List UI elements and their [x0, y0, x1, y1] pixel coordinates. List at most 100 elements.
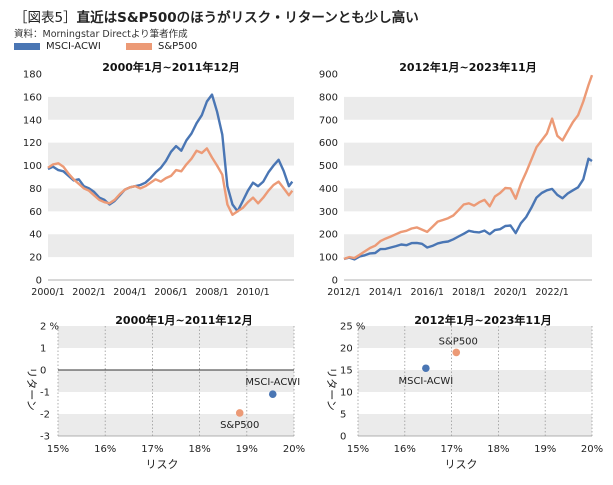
x-tick-label: 17% [440, 444, 462, 455]
legend-item-msci-acwi: MSCI-ACWI [14, 41, 101, 52]
source-note: 資料：Morningstar Directより筆者作成 [14, 29, 188, 40]
x-tick-label: 2006/1 [154, 287, 187, 298]
scatter-point-s-p500 [452, 348, 461, 357]
y-tick-label: -2 [40, 410, 50, 421]
y-tick-label: 100 [23, 161, 42, 172]
x-tick-label: 16% [394, 444, 416, 455]
series-line-s-p500 [47, 147, 294, 217]
y-tick-label: 0 [40, 366, 46, 377]
x-tick-label: 19% [534, 444, 556, 455]
y-tick-label: 10 [340, 388, 353, 399]
y-tick-label: 600 [319, 138, 338, 149]
y-tick-label: 400 [319, 184, 338, 195]
y-tick-label: 200 [319, 230, 338, 241]
legend-swatch-msci-acwi [14, 43, 40, 50]
grid-band [48, 234, 294, 258]
x-tick-label: 16% [94, 444, 116, 455]
y-tick-label: 20 [29, 253, 42, 264]
scatter-point-msci-acwi [422, 364, 430, 373]
y-tick-label: 900 [319, 70, 338, 81]
chart-title: 2000年1月~2011年12月 [102, 60, 239, 74]
legend-label-sp500: S&P500 [157, 41, 198, 52]
x-tick-label: 2004/1 [113, 287, 146, 298]
chart-title: 2012年1月~2023年11月 [414, 313, 551, 327]
x-axis-label: リスク [445, 458, 478, 471]
x-tick-label: 17% [141, 444, 163, 455]
x-tick-label: 2000/1 [31, 287, 64, 298]
y-tick-label: 700 [319, 115, 338, 126]
x-tick-label: 2008/1 [195, 287, 228, 298]
y-tick-label: 500 [319, 161, 338, 172]
grid-band [344, 234, 592, 258]
x-tick-label: 18% [487, 444, 509, 455]
series-line-s-p500 [343, 74, 594, 261]
scatter-point-msci-acwi [268, 390, 277, 399]
x-tick-label: 2012/1 [327, 287, 360, 298]
y-tick-label: 80 [29, 184, 42, 195]
x-tick-label: 2010/1 [236, 287, 269, 298]
x-tick-label: 2016/1 [411, 287, 444, 298]
y-tick-label: 20 [340, 344, 353, 355]
grid-band [358, 414, 592, 436]
chart-title: 2000年1月~2011年12月 [115, 313, 252, 327]
y-tick-label: 0 [36, 276, 42, 287]
grid-band [48, 96, 294, 120]
grid-band [58, 370, 294, 392]
x-tick-label: 15% [347, 444, 369, 455]
x-tick-label: 2020/1 [494, 287, 527, 298]
figure-title-text: 直近はS&P500のほうがリスク・リターンとも少し高い [76, 10, 419, 26]
y-tick-label: 25 % [340, 322, 365, 333]
grid-band [344, 96, 592, 120]
grid-band [58, 414, 294, 436]
y-tick-label: 300 [319, 207, 338, 218]
grid-band [58, 326, 294, 348]
legend-swatch-sp500 [125, 43, 152, 50]
grid-band [344, 188, 592, 212]
point-label-msci-acwi: MSCI-ACWI [398, 376, 453, 387]
y-tick-label: 0 [332, 276, 338, 287]
chart-title: 2012年1月~2023年11月 [399, 60, 536, 74]
series-line-msci-acwi [47, 93, 294, 213]
x-tick-label: 20% [283, 444, 305, 455]
scatter-point-s-p500 [235, 409, 244, 417]
x-tick-label: 2018/1 [452, 287, 485, 298]
legend: MSCI-ACWI S&P500 [14, 41, 219, 53]
y-tick-label: 5 [340, 410, 346, 421]
x-tick-label: 2014/1 [369, 287, 402, 298]
grid-band [358, 326, 592, 348]
y-tick-label: 60 [29, 207, 42, 218]
x-tick-label: 19% [236, 444, 258, 455]
y-tick-label: 160 [23, 92, 42, 103]
x-axis-label: リスク [146, 458, 179, 471]
y-tick-label: 180 [23, 70, 42, 81]
figure-tag: ［図表5］ [14, 10, 77, 26]
y-tick-label: 100 [319, 253, 338, 264]
x-tick-label: 15% [47, 444, 69, 455]
y-tick-label: -1 [40, 388, 50, 399]
x-tick-label: 2002/1 [72, 287, 105, 298]
legend-item-sp500: S&P500 [125, 41, 198, 52]
y-tick-label: -3 [40, 432, 50, 443]
series-line-msci-acwi [343, 157, 593, 261]
y-tick-label: 800 [319, 92, 338, 103]
figure-title: ［図表5］直近はS&P500のほうがリスク・リターンとも少し高い [14, 6, 419, 26]
point-label-msci-acwi: MSCI-ACWI [245, 377, 300, 388]
y-tick-label: 0 [340, 432, 346, 443]
x-tick-label: 20% [581, 444, 603, 455]
y-tick-label: 140 [23, 115, 42, 126]
y-axis-label: リターン [325, 367, 338, 410]
y-tick-label: 2 % [40, 322, 59, 333]
point-label-s-p500: S&P500 [220, 420, 259, 431]
x-tick-label: 18% [188, 444, 210, 455]
x-tick-label: 2022/1 [535, 287, 568, 298]
y-tick-label: 40 [29, 230, 42, 241]
grid-band [358, 370, 592, 392]
y-tick-label: 120 [23, 138, 42, 149]
y-tick-label: 1 [40, 344, 46, 355]
y-axis-label: リターン [25, 367, 38, 410]
point-label-s-p500: S&P500 [439, 336, 478, 347]
